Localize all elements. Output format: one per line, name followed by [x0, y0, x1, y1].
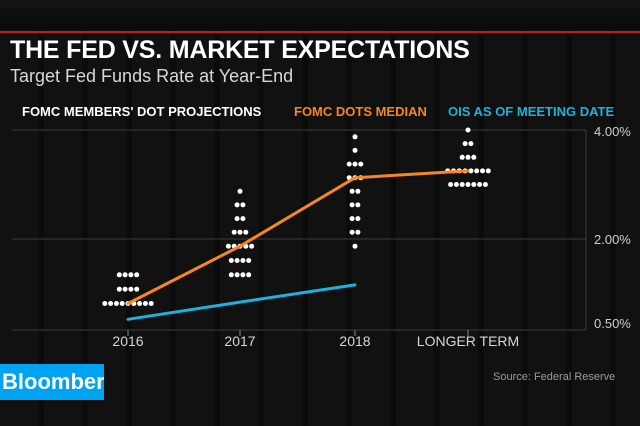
dot-2016	[122, 286, 128, 292]
x-tick-label-2016: 2016	[112, 333, 143, 349]
dot-2016	[148, 301, 154, 306]
dot-2018	[352, 161, 358, 167]
dot-longer-term	[468, 141, 474, 147]
dot-2017	[237, 188, 243, 194]
dot-longer-term	[465, 182, 471, 187]
dot-2016	[134, 286, 140, 292]
dot-2016	[108, 301, 114, 306]
dot-longer-term	[474, 168, 480, 174]
dot-2017	[246, 272, 252, 278]
source-note: Source: Federal Reserve	[493, 371, 616, 383]
title-rule	[0, 31, 640, 33]
y-tick-label-top: 4.00%	[594, 124, 631, 139]
dot-2017	[228, 272, 234, 278]
dot-2017	[234, 202, 240, 208]
dot-2018	[352, 134, 358, 140]
dot-2016	[102, 301, 108, 306]
dot-2017	[234, 258, 240, 263]
dot-2018	[355, 216, 361, 222]
dot-2017	[234, 272, 240, 278]
dot-longer-term	[459, 154, 465, 160]
dot-2016	[119, 301, 125, 306]
dot-2016	[122, 272, 128, 278]
dot-2018	[349, 202, 355, 208]
dot-2016	[137, 301, 143, 306]
x-tick-label-2018: 2018	[339, 333, 370, 349]
dot-longer-term	[477, 182, 483, 187]
dot-plot-chart: 4.00% 2.00% 0.50% 2016 2017 2018 LONGER …	[12, 124, 631, 349]
dot-longer-term	[468, 168, 474, 174]
dot-2016	[113, 301, 119, 306]
dot-2018	[358, 161, 364, 167]
series-line-ois-as-of-meeting-date	[126, 283, 357, 321]
dot-2018	[355, 229, 361, 235]
dot-2017	[237, 229, 243, 235]
dot-2017	[228, 258, 234, 263]
dot-longer-term	[465, 127, 471, 133]
y-tick-label-mid: 2.00%	[594, 232, 631, 247]
dot-2016	[142, 301, 148, 306]
dot-longer-term	[465, 154, 471, 160]
dot-2017	[240, 216, 246, 222]
bloomberg-logo: Bloomberg	[0, 364, 104, 400]
series-line-fomc-dots-median	[126, 169, 470, 305]
dot-2018	[349, 229, 355, 235]
dot-longer-term	[453, 182, 459, 187]
dot-longer-term	[480, 168, 485, 174]
legend-dots-median: FOMC DOTS MEDIAN	[294, 104, 427, 119]
dot-2018	[346, 161, 352, 167]
legend-ois: OIS AS OF MEETING DATE	[448, 104, 615, 119]
dot-2017	[240, 258, 246, 263]
dot-2017	[225, 243, 231, 249]
chart-subtitle: Target Fed Funds Rate at Year-End	[10, 66, 294, 86]
dot-2018	[349, 216, 355, 222]
x-tick-label-longer-term: LONGER TERM	[417, 333, 519, 349]
x-tick-label-2017: 2017	[224, 333, 255, 349]
dot-2018	[355, 202, 361, 208]
dot-2018	[352, 243, 358, 249]
dot-2016	[128, 272, 134, 278]
dot-longer-term	[462, 141, 468, 147]
dot-longer-term	[471, 182, 477, 187]
dot-2018	[352, 147, 358, 153]
dot-2016	[116, 272, 122, 278]
dot-longer-term	[471, 154, 477, 160]
dot-2017	[246, 258, 252, 263]
dot-longer-term	[459, 182, 465, 187]
top-bar	[0, 0, 640, 30]
dot-longer-term	[482, 182, 488, 187]
dot-2017	[243, 229, 249, 235]
dot-2017	[231, 229, 237, 235]
dot-2016	[128, 286, 134, 292]
dot-2018	[349, 188, 355, 194]
dot-2016	[116, 286, 122, 292]
dot-longer-term	[448, 182, 454, 187]
chart-title: THE FED VS. MARKET EXPECTATIONS	[10, 36, 470, 64]
dot-2017	[240, 202, 246, 208]
dot-2017	[240, 272, 246, 278]
y-tick-label-bottom: 0.50%	[594, 316, 631, 331]
dot-2018	[355, 188, 361, 194]
dot-2017	[249, 243, 255, 249]
legend-dot-projections: FOMC MEMBERS' DOT PROJECTIONS	[22, 104, 262, 119]
dot-longer-term	[485, 168, 491, 174]
dot-2016	[134, 272, 140, 278]
dot-2017	[234, 216, 240, 222]
